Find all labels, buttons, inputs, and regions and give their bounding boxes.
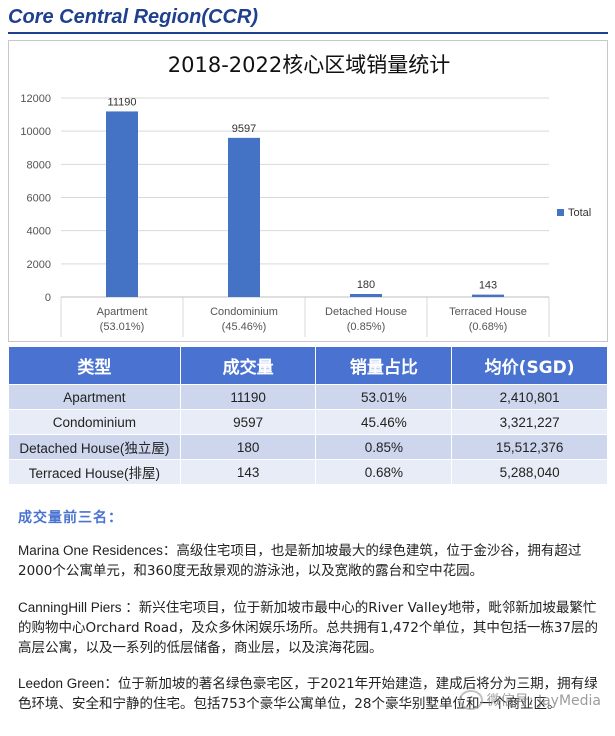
chart-title: 2018-2022核心区域销量统计 xyxy=(168,53,450,77)
data-label: 180 xyxy=(357,279,375,291)
y-tick-label: 0 xyxy=(45,292,51,304)
project-text: 高级住宅项目，也是新加坡最大的绿色建筑，位于金沙谷，拥有超过2000个公寓单元，… xyxy=(18,543,582,579)
y-tick-label: 4000 xyxy=(27,226,51,238)
table-header-row: 类型 成交量 销量占比 均价(SGD) xyxy=(8,346,608,385)
cell-type: Terraced House(排屋) xyxy=(8,459,181,485)
cell-type: Apartment xyxy=(8,384,181,410)
category-label: Condominium xyxy=(210,306,278,318)
cell-avg-price: 15,512,376 xyxy=(451,434,608,460)
wechat-icon xyxy=(458,690,483,710)
data-label: 143 xyxy=(479,280,497,292)
sales-table: 类型 成交量 销量占比 均价(SGD) Apartment 11190 53.0… xyxy=(8,346,608,485)
table-row: Condominium 9597 45.46% 3,321,227 xyxy=(8,409,608,435)
project-paragraph: Leedon Green：位于新加坡的著名绿色豪宅区，于2021年开始建造，建成… xyxy=(18,674,603,714)
project-text: 位于新加坡的著名绿色豪宅区，于2021年开始建造，建成后将分为三期，拥有绿色环境… xyxy=(18,676,598,712)
data-label: 9597 xyxy=(232,123,256,135)
project-paragraph: CanningHill Piers ：新兴住宅项目，位于新加坡市最中心的Rive… xyxy=(18,598,603,658)
header-share: 销量占比 xyxy=(315,346,453,385)
project-paragraph: Marina One Residences：高级住宅项目，也是新加坡最大的绿色建… xyxy=(18,541,603,581)
y-tick-label: 6000 xyxy=(27,193,51,205)
category-sublabel: (53.01%) xyxy=(100,321,145,333)
data-label: 11190 xyxy=(108,96,137,108)
cell-avg-price: 2,410,801 xyxy=(451,384,608,410)
cell-volume: 11190 xyxy=(179,384,317,410)
header-volume: 成交量 xyxy=(179,346,317,385)
y-tick-label: 2000 xyxy=(27,259,51,271)
y-tick-label: 10000 xyxy=(20,126,51,138)
bar xyxy=(106,111,138,298)
category-sublabel: (0.68%) xyxy=(469,321,508,333)
bar xyxy=(472,294,504,297)
cell-avg-price: 3,321,227 xyxy=(451,409,608,435)
cell-type: Detached House(独立屋) xyxy=(8,434,181,460)
cell-share: 0.68% xyxy=(315,459,453,485)
bar-chart: 2018-2022核心区域销量统计 0 2000 4000 6000 8000 10000 1… xyxy=(8,40,608,342)
y-tick-label: 8000 xyxy=(27,159,51,171)
category-sublabel: (0.85%) xyxy=(347,321,386,333)
cell-share: 53.01% xyxy=(315,384,453,410)
cell-share: 0.85% xyxy=(315,434,453,460)
table-row: Apartment 11190 53.01% 2,410,801 xyxy=(8,384,608,410)
header-avg-price: 均价(SGD) xyxy=(451,346,608,385)
header-type: 类型 xyxy=(8,346,181,385)
cell-type: Condominium xyxy=(8,409,181,435)
category-label: Apartment xyxy=(97,306,148,318)
top3-heading: 成交量前三名： xyxy=(18,510,123,526)
legend-label: Total xyxy=(568,207,591,219)
cell-volume: 143 xyxy=(179,459,317,485)
region-title: Core Central Region(CCR) xyxy=(8,4,608,34)
cell-volume: 9597 xyxy=(179,409,317,435)
category-sublabel: (45.46%) xyxy=(222,321,267,333)
cell-avg-price: 5,288,040 xyxy=(451,459,608,485)
y-tick-label: 12000 xyxy=(20,93,51,105)
project-name: Leedon Green： xyxy=(18,676,118,691)
chart-svg: 2018-2022核心区域销量统计 0 2000 4000 6000 8000 10000 1… xyxy=(20,53,591,337)
table-row: Detached House(独立屋) 180 0.85% 15,512,376 xyxy=(8,434,608,460)
table-row: Terraced House(排屋) 143 0.68% 5,288,040 xyxy=(8,459,608,485)
cell-volume: 180 xyxy=(179,434,317,460)
watermark-text: 微信号: JayMedia xyxy=(486,693,601,709)
project-name: CanningHill Piers ： xyxy=(18,600,139,615)
bar xyxy=(228,137,260,297)
project-name: Marina One Residences： xyxy=(18,543,177,558)
legend-swatch xyxy=(557,209,564,216)
category-label: Terraced House xyxy=(449,306,527,318)
watermark: 微信号: JayMedia xyxy=(458,690,601,710)
project-text: 新兴住宅项目，位于新加坡市最中心的River Valley地带，毗邻新加坡最繁忙… xyxy=(18,600,599,656)
bar xyxy=(350,294,382,297)
category-label: Detached House xyxy=(325,306,407,318)
cell-share: 45.46% xyxy=(315,409,453,435)
